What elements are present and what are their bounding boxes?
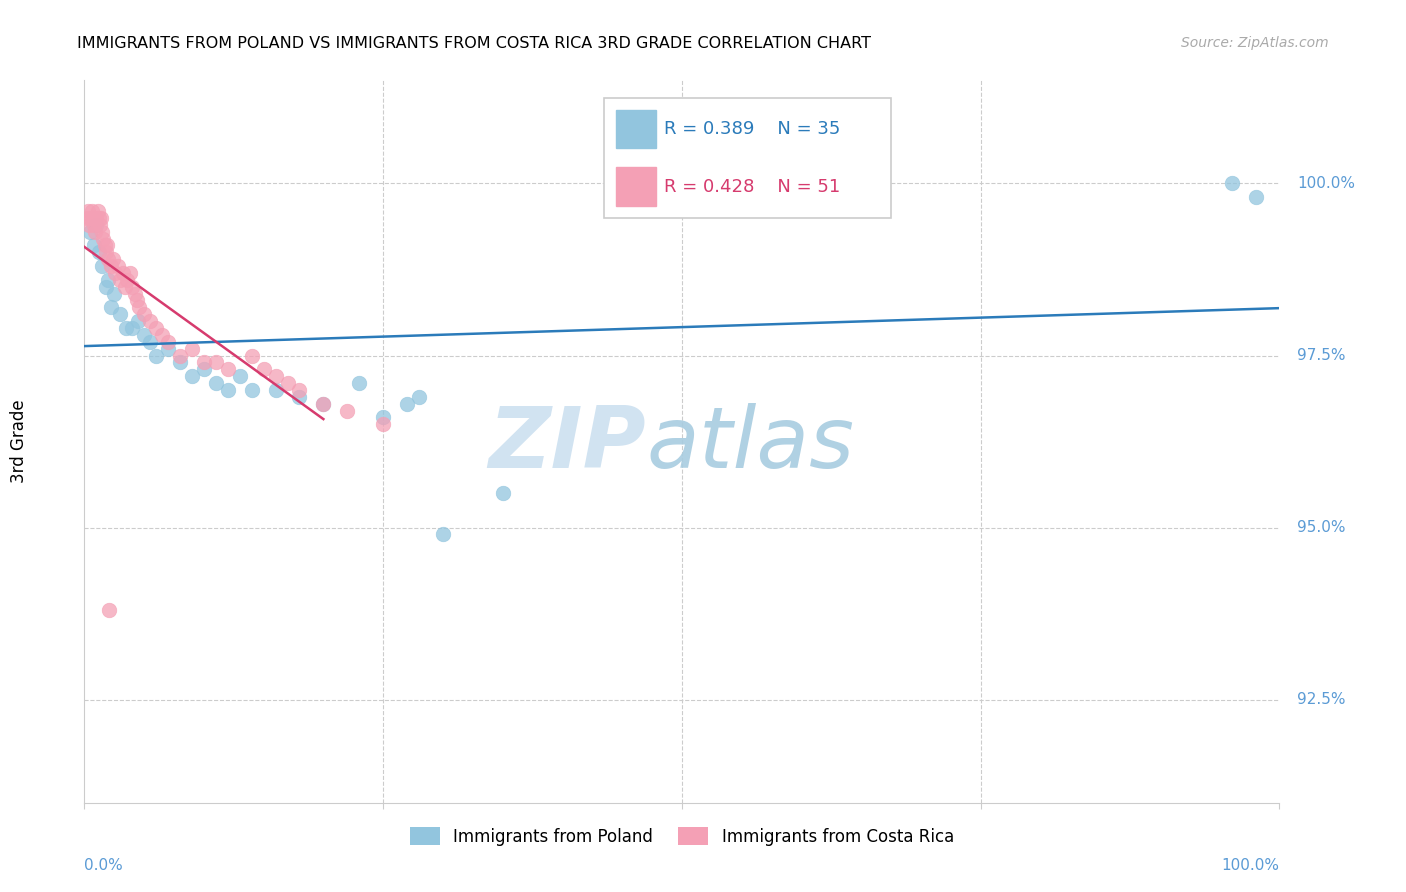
Point xyxy=(181,369,204,384)
Point xyxy=(101,252,124,267)
Text: 92.5%: 92.5% xyxy=(1298,692,1346,707)
Point xyxy=(150,327,173,342)
Point xyxy=(86,218,108,232)
Point xyxy=(121,321,143,335)
Point xyxy=(87,211,110,225)
Point xyxy=(336,403,359,417)
Point xyxy=(205,376,228,390)
Point xyxy=(240,349,263,363)
Point xyxy=(408,390,430,404)
Point xyxy=(115,321,138,335)
Point xyxy=(217,383,239,397)
Legend: Immigrants from Poland, Immigrants from Costa Rica: Immigrants from Poland, Immigrants from … xyxy=(404,821,960,852)
Point xyxy=(89,218,111,232)
Text: ZIP: ZIP xyxy=(488,403,647,486)
Point xyxy=(132,327,156,342)
Point xyxy=(253,362,276,376)
Point xyxy=(111,266,134,280)
Point xyxy=(100,301,122,315)
Text: 0.0%: 0.0% xyxy=(84,858,124,873)
Point xyxy=(83,218,105,232)
Point xyxy=(277,376,299,390)
Point xyxy=(169,355,191,369)
Point xyxy=(76,211,98,225)
Point xyxy=(104,266,127,280)
Point xyxy=(86,204,108,219)
Point xyxy=(97,273,120,287)
Point xyxy=(93,231,115,245)
Point xyxy=(240,383,263,397)
Point xyxy=(288,383,311,397)
Point xyxy=(373,417,395,432)
Point xyxy=(181,342,204,356)
Point xyxy=(118,266,141,280)
Text: 100.0%: 100.0% xyxy=(1222,858,1279,873)
Text: 3rd Grade: 3rd Grade xyxy=(10,400,28,483)
Point xyxy=(79,225,101,239)
Point xyxy=(121,279,143,293)
Point xyxy=(128,301,150,315)
Point xyxy=(229,369,252,384)
Point xyxy=(90,211,112,225)
Point xyxy=(264,383,287,397)
Point xyxy=(86,211,108,225)
Point xyxy=(98,603,121,617)
Point xyxy=(1220,177,1243,191)
Point xyxy=(349,376,371,390)
Point xyxy=(103,286,125,301)
Point xyxy=(80,204,103,219)
Text: 97.5%: 97.5% xyxy=(1298,348,1346,363)
Point xyxy=(82,211,104,225)
Point xyxy=(97,252,120,267)
Point xyxy=(492,486,515,500)
Point xyxy=(110,273,132,287)
Point xyxy=(193,362,215,376)
Text: 100.0%: 100.0% xyxy=(1298,176,1355,191)
Point xyxy=(83,238,105,252)
Point xyxy=(132,307,156,321)
Point xyxy=(127,314,149,328)
Point xyxy=(84,225,107,239)
Text: IMMIGRANTS FROM POLAND VS IMMIGRANTS FROM COSTA RICA 3RD GRADE CORRELATION CHART: IMMIGRANTS FROM POLAND VS IMMIGRANTS FRO… xyxy=(77,36,872,51)
Point xyxy=(91,259,114,273)
Point xyxy=(100,259,122,273)
Point xyxy=(77,204,100,219)
Point xyxy=(145,321,167,335)
Point xyxy=(373,410,395,425)
Text: Source: ZipAtlas.com: Source: ZipAtlas.com xyxy=(1181,36,1329,50)
Point xyxy=(169,349,191,363)
Text: 95.0%: 95.0% xyxy=(1298,520,1346,535)
Point xyxy=(157,334,180,349)
Point xyxy=(432,527,454,541)
Point xyxy=(79,211,101,225)
Point xyxy=(217,362,239,376)
Point xyxy=(124,286,146,301)
Point xyxy=(205,355,228,369)
Point xyxy=(396,397,419,411)
Point xyxy=(312,397,335,411)
Point xyxy=(264,369,287,384)
Point xyxy=(91,225,114,239)
Point xyxy=(110,307,132,321)
Point xyxy=(77,218,100,232)
Point xyxy=(1244,190,1267,204)
Text: atlas: atlas xyxy=(647,403,853,486)
Point xyxy=(96,238,118,252)
Point xyxy=(139,314,162,328)
Point xyxy=(157,342,180,356)
Point xyxy=(117,273,139,287)
Point xyxy=(139,334,162,349)
Point xyxy=(288,390,311,404)
Point xyxy=(94,279,117,293)
Point xyxy=(193,355,215,369)
Point xyxy=(114,279,136,293)
Point xyxy=(87,245,110,260)
Point xyxy=(94,245,117,260)
Point xyxy=(312,397,335,411)
Point xyxy=(145,349,167,363)
Point xyxy=(107,259,129,273)
Point xyxy=(125,293,148,308)
Point xyxy=(93,238,115,252)
